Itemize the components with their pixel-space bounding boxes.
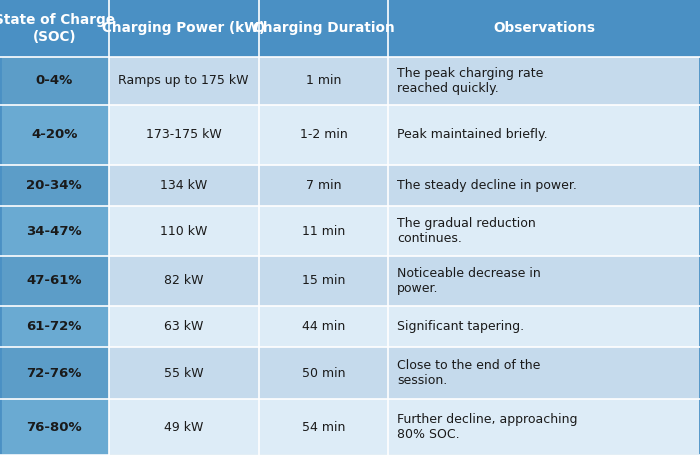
Text: 20-34%: 20-34%: [27, 179, 82, 192]
Bar: [259, 306, 388, 347]
Text: Peak maintained briefly.: Peak maintained briefly.: [397, 128, 547, 141]
Bar: [389, 165, 700, 206]
Bar: [0, 105, 108, 165]
Text: 49 kW: 49 kW: [164, 420, 204, 434]
Text: 44 min: 44 min: [302, 320, 345, 333]
Text: 134 kW: 134 kW: [160, 179, 207, 192]
Text: 4-20%: 4-20%: [31, 128, 78, 141]
Bar: [108, 206, 259, 256]
Bar: [259, 399, 388, 455]
Bar: [108, 165, 259, 206]
Text: State of Charge
(SOC): State of Charge (SOC): [0, 13, 115, 44]
Bar: [0, 399, 108, 455]
Text: The gradual reduction
continues.: The gradual reduction continues.: [397, 217, 536, 245]
Bar: [389, 57, 700, 105]
Text: 110 kW: 110 kW: [160, 225, 207, 238]
Bar: [259, 105, 388, 165]
Bar: [0, 306, 108, 347]
Bar: [108, 105, 259, 165]
Text: 63 kW: 63 kW: [164, 320, 204, 333]
Bar: [389, 105, 700, 165]
Bar: [108, 57, 259, 105]
Bar: [0, 206, 108, 256]
Bar: [0, 347, 108, 399]
Bar: [389, 206, 700, 256]
Text: 173-175 kW: 173-175 kW: [146, 128, 222, 141]
Text: Further decline, approaching
80% SOC.: Further decline, approaching 80% SOC.: [397, 413, 578, 441]
Bar: [0, 256, 108, 306]
Bar: [389, 306, 700, 347]
Bar: [108, 306, 259, 347]
Bar: [0, 57, 108, 105]
Text: 47-61%: 47-61%: [27, 274, 82, 287]
Text: The steady decline in power.: The steady decline in power.: [397, 179, 577, 192]
Bar: [259, 256, 388, 306]
Text: 11 min: 11 min: [302, 225, 345, 238]
Text: Noticeable decrease in
power.: Noticeable decrease in power.: [397, 267, 540, 295]
Text: 61-72%: 61-72%: [27, 320, 82, 333]
Bar: [389, 256, 700, 306]
Text: 1-2 min: 1-2 min: [300, 128, 348, 141]
Text: 50 min: 50 min: [302, 367, 346, 379]
Text: 34-47%: 34-47%: [27, 225, 82, 238]
Text: Ramps up to 175 kW: Ramps up to 175 kW: [118, 74, 249, 87]
Text: Observations: Observations: [494, 21, 595, 35]
Text: 55 kW: 55 kW: [164, 367, 204, 379]
Text: 54 min: 54 min: [302, 420, 345, 434]
Text: The peak charging rate
reached quickly.: The peak charging rate reached quickly.: [397, 67, 543, 95]
Bar: [108, 399, 259, 455]
Text: 0-4%: 0-4%: [36, 74, 73, 87]
Text: Significant tapering.: Significant tapering.: [397, 320, 524, 333]
Bar: [259, 347, 388, 399]
Bar: [0, 0, 108, 57]
Bar: [259, 0, 388, 57]
Bar: [389, 0, 700, 57]
Text: 72-76%: 72-76%: [27, 367, 82, 379]
Text: 7 min: 7 min: [306, 179, 342, 192]
Text: Charging Duration: Charging Duration: [253, 21, 395, 35]
Bar: [259, 165, 388, 206]
Text: 76-80%: 76-80%: [27, 420, 82, 434]
Bar: [259, 57, 388, 105]
Text: 82 kW: 82 kW: [164, 274, 204, 287]
Bar: [108, 347, 259, 399]
Bar: [259, 206, 388, 256]
Text: 1 min: 1 min: [306, 74, 342, 87]
Text: Close to the end of the
session.: Close to the end of the session.: [397, 359, 540, 387]
Bar: [0, 165, 108, 206]
Text: Charging Power (kW): Charging Power (kW): [102, 21, 265, 35]
Bar: [108, 0, 259, 57]
Bar: [389, 399, 700, 455]
Text: 15 min: 15 min: [302, 274, 345, 287]
Bar: [108, 256, 259, 306]
Bar: [389, 347, 700, 399]
